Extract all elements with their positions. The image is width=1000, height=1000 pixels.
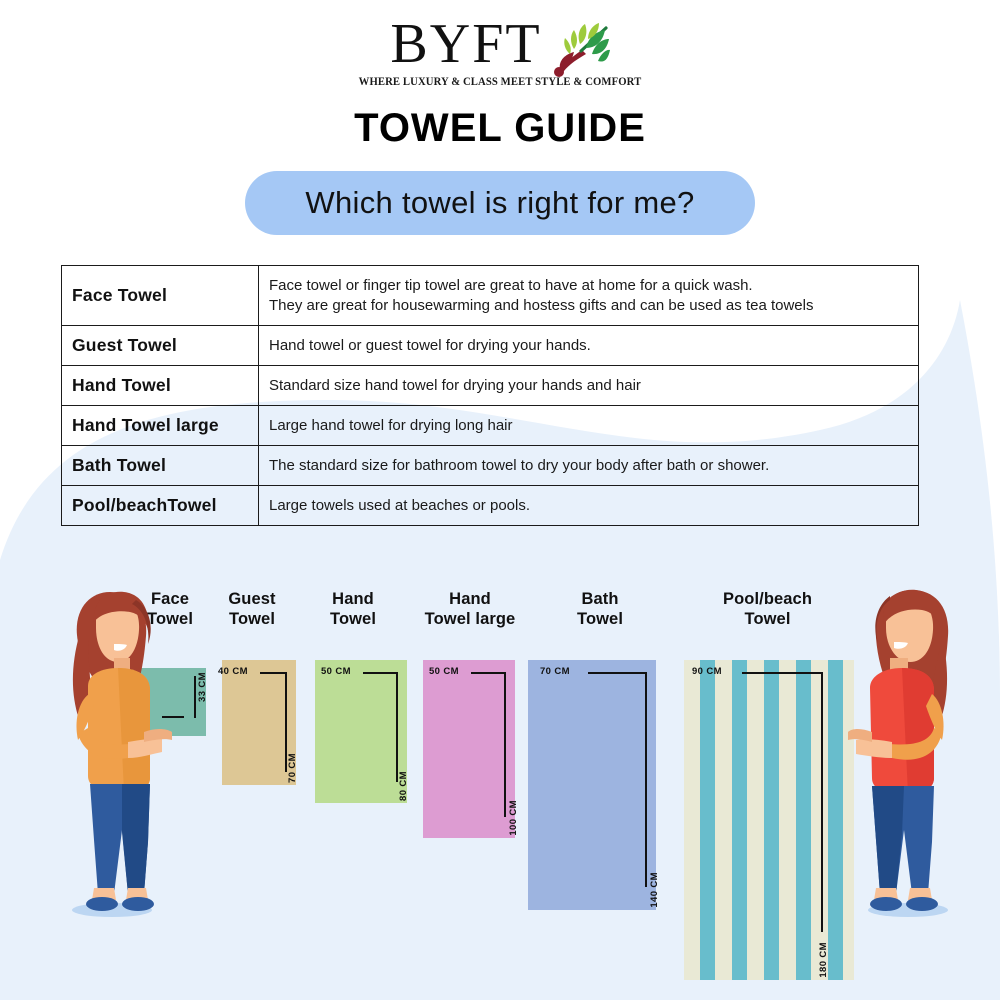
chart-label-bath-towel: Bath Towel: [560, 590, 640, 630]
dim-width-pool: 90 CM: [692, 666, 722, 677]
illustration-woman-right: [848, 589, 949, 917]
brand-tagline: WHERE LUXURY & CLASS MEET STYLE & COMFOR…: [358, 76, 642, 88]
question-banner: Which towel is right for me?: [245, 171, 755, 235]
towel-desc-cell: Standard size hand towel for drying your…: [258, 365, 919, 406]
towel-desc-cell: Hand towel or guest towel for drying you…: [258, 325, 919, 366]
chart-label-pool-beach-towel: Pool/beach Towel: [705, 590, 830, 630]
towel-desc-cell: Face towel or finger tip towel are great…: [258, 265, 919, 326]
towel-name-cell: Hand Towel large: [61, 405, 259, 446]
dim-height-bath: 140 CM: [649, 872, 660, 908]
dim-width-guest: 40 CM: [218, 666, 248, 677]
chart-label-hand-towel-large: Hand Towel large: [405, 590, 535, 630]
towel-name-cell: Guest Towel: [61, 325, 259, 366]
brand-logo: BYFT: [0, 0, 1000, 78]
page-title: TOWEL GUIDE: [354, 106, 646, 150]
size-comparison-chart: Face Towel Guest Towel Hand Towel Hand T…: [0, 560, 1000, 1000]
label-line-2: Towel: [576, 609, 624, 628]
towel-name-cell: Face Towel: [61, 265, 259, 326]
table-row: Guest Towel Hand towel or guest towel fo…: [61, 325, 919, 366]
label-line-1: Pool/beach: [722, 590, 813, 608]
dim-width-hand: 50 CM: [321, 666, 351, 677]
dim-width-bath: 70 CM: [540, 666, 570, 677]
towel-name-cell: Pool/beachTowel: [61, 485, 259, 526]
dim-height-face: 33 CM: [197, 672, 208, 702]
label-line-1: Bath: [581, 590, 619, 608]
towel-desc-cell: Large towels used at beaches or pools.: [258, 485, 919, 526]
dim-height-hand-large: 100 CM: [508, 800, 519, 836]
towel-desc-cell: Large hand towel for drying long hair: [258, 405, 919, 446]
towel-desc-cell: The standard size for bathroom towel to …: [258, 445, 919, 486]
towel-name-cell: Bath Towel: [61, 445, 259, 486]
label-line-2: Towel: [744, 609, 791, 628]
label-line-1: Hand: [332, 590, 374, 608]
chart-label-hand-towel: Hand Towel: [313, 590, 393, 630]
chart-label-guest-towel: Guest Towel: [212, 590, 292, 630]
towel-swatch-hand: 50 CM 80 CM: [315, 660, 409, 803]
towel-name-cell: Hand Towel: [61, 365, 259, 406]
table-row: Bath Towel The standard size for bathroo…: [61, 445, 919, 486]
brand-name: BYFT: [390, 13, 542, 75]
label-line-1: Guest: [228, 590, 276, 608]
table-row: Hand Towel Standard size hand towel for …: [61, 365, 919, 406]
towel-swatch-pool-beach: 90 CM 180 CM: [684, 660, 854, 980]
label-line-2: Towel: [228, 609, 276, 628]
table-row: Face Towel Face towel or finger tip towe…: [61, 265, 919, 326]
towel-swatch-hand-large: 50 CM 100 CM: [423, 660, 519, 838]
chart-label-face-towel: Face Towel: [130, 590, 210, 630]
dim-width-hand-large: 50 CM: [429, 666, 459, 677]
header: BYFT WHERE LUXURY & CLASS MEET STYLE & C…: [0, 0, 1000, 235]
illustration-woman-left: [72, 591, 172, 917]
table-row: Pool/beachTowel Large towels used at bea…: [61, 485, 919, 526]
dim-height-hand: 80 CM: [398, 771, 409, 801]
towel-guide-table: Face Towel Face towel or finger tip towe…: [61, 265, 919, 526]
label-line-1: Hand: [449, 590, 491, 608]
dim-height-pool: 180 CM: [818, 942, 829, 978]
label-line-2: Towel: [329, 609, 377, 628]
label-line-1: Face: [150, 590, 189, 608]
desc-line: Face towel or finger tip towel are great…: [269, 276, 814, 314]
label-line-2: Towel: [146, 609, 194, 628]
towel-swatch-guest: 40 CM 70 CM: [218, 660, 298, 785]
dim-height-guest: 70 CM: [287, 753, 298, 783]
label-line-2: Towel large: [424, 609, 516, 628]
towel-swatch-bath: 70 CM 140 CM: [528, 660, 660, 910]
question-text: Which towel is right for me?: [305, 185, 695, 220]
table-row: Hand Towel large Large hand towel for dr…: [61, 405, 919, 446]
leaf-branch-icon: [553, 23, 610, 77]
